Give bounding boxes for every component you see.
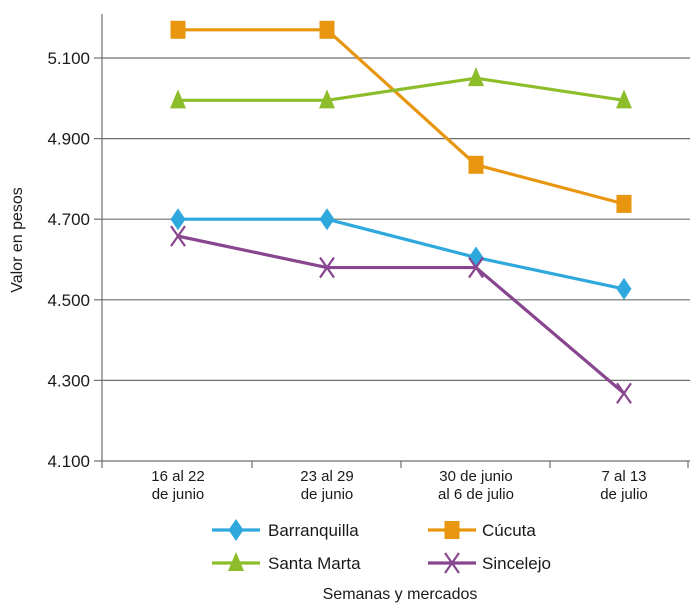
legend-item: Cúcuta [428, 521, 536, 540]
legend-label: Cúcuta [482, 521, 536, 540]
marker-square [319, 20, 335, 39]
marker-x-stroke [319, 256, 335, 279]
marker-x-stroke [170, 225, 186, 247]
marker-diamond [170, 208, 186, 231]
x-tick-label: al 6 de julio [438, 486, 514, 503]
y-tick-label: 4.100 [47, 452, 90, 471]
marker-x-stroke [468, 256, 484, 279]
marker-square [468, 155, 484, 174]
x-axis-title: Semanas y mercados [323, 586, 478, 603]
marker-triangle [319, 89, 335, 109]
series-line [178, 28, 625, 206]
grid-layer [102, 57, 690, 462]
marker-x-stroke [616, 382, 632, 404]
marker-triangle [468, 67, 484, 87]
legend-label: Sincelejo [482, 554, 551, 573]
marker-x-stroke [444, 552, 460, 574]
y-tick-label: 4.300 [47, 371, 90, 390]
legend-item: Barranquilla [212, 519, 359, 541]
x-tick-label: 30 de junio [439, 468, 512, 485]
marker-diamond [616, 277, 632, 300]
y-axis-title: Valor en pesos [9, 187, 26, 293]
legend-item: Sincelejo [428, 552, 551, 574]
series-santa-marta [170, 67, 632, 109]
marker-square [444, 521, 460, 539]
series-line [178, 76, 625, 102]
marker-diamond [468, 246, 484, 269]
series-sincelejo [170, 225, 632, 404]
series-c-cuta [170, 20, 632, 213]
marker-square [170, 20, 186, 39]
marker-triangle [228, 552, 244, 571]
legend-label: Santa Marta [268, 554, 361, 573]
series-line [178, 217, 625, 291]
legend-item: Santa Marta [212, 552, 361, 573]
x-tick-label: de julio [600, 486, 648, 503]
x-tick-label: 16 al 22 [151, 468, 204, 485]
y-tick-label: 4.900 [47, 130, 90, 149]
x-tick-label: 23 al 29 [300, 468, 353, 485]
marker-triangle [616, 89, 632, 109]
marker-diamond [319, 208, 335, 231]
y-tick-label: 4.500 [47, 291, 90, 310]
series-layer [170, 20, 632, 404]
marker-square [616, 194, 632, 213]
x-tick-label: de junio [301, 486, 354, 503]
series-line [177, 234, 626, 395]
legend-label: Barranquilla [268, 521, 359, 540]
marker-diamond [228, 519, 244, 541]
marker-triangle [170, 89, 186, 109]
x-tick-label: 7 al 13 [601, 468, 646, 485]
legend: Barranquilla Cúcuta Santa Marta Sincelejo [212, 519, 551, 574]
y-tick-label: 4.700 [47, 210, 90, 229]
y-tick-label: 5.100 [47, 49, 90, 68]
series-barranquilla [170, 208, 632, 300]
x-tick-label: de junio [152, 486, 205, 503]
